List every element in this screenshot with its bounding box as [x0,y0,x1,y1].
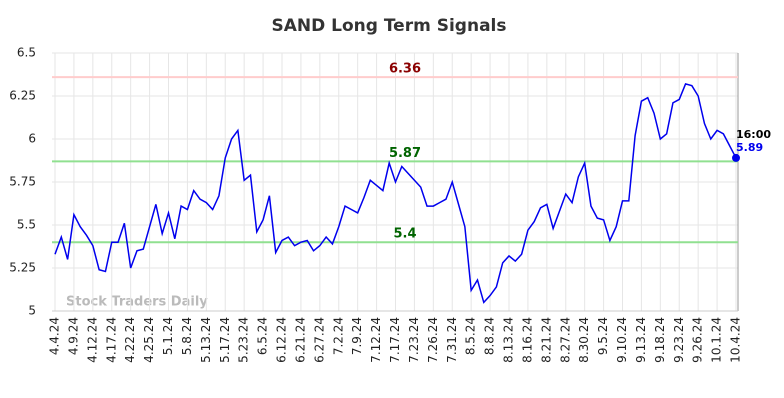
x-tick-label: 7.31.24 [445,317,459,363]
x-tick-label: 8.21.24 [539,317,553,363]
x-tick-label: 9.26.24 [691,317,705,363]
x-tick-label: 9.18.24 [653,317,667,363]
x-tick-label: 7.26.24 [426,317,440,363]
y-tick-label: 5 [28,304,36,318]
x-tick-label: 4.12.24 [85,317,99,363]
y-tick-label: 6 [28,132,36,146]
x-tick-label: 4.25.24 [142,317,156,363]
last-time: 16:00 [736,128,771,141]
reference-label: 5.87 [389,146,421,161]
x-tick-label: 7.12.24 [369,317,383,363]
y-tick-label: 5.75 [9,175,36,189]
x-tick-label: 5.13.24 [199,317,213,363]
x-tick-label: 6.21.24 [293,317,307,363]
x-tick-label: 7.23.24 [407,317,421,363]
line [54,83,737,304]
x-tick-label: 8.27.24 [558,317,572,363]
y-tick-label: 6.5 [17,46,36,60]
last-point [732,153,740,162]
x-tick-label: 7.2.24 [331,317,345,355]
x-tick-label: 9.23.24 [672,317,686,363]
reference-label: 5.4 [393,227,416,242]
y-tick-label: 6.25 [9,89,36,103]
watermark: Stock Traders Daily [66,295,208,310]
y-tick-label: 5.25 [9,261,36,275]
x-tick-label: 4.4.24 [48,317,62,355]
x-tick-label: 4.17.24 [104,317,118,363]
x-tick-label: 6.5.24 [256,317,270,355]
x-tick-label: 8.5.24 [464,317,478,355]
reference-label: 6.36 [389,62,421,77]
x-tick-label: 8.8.24 [483,317,497,355]
x-tick-label: 8.13.24 [502,317,516,363]
x-tick-label: 9.10.24 [615,317,629,363]
x-tick-label: 9.5.24 [596,317,610,355]
x-tick-label: 4.9.24 [66,317,80,355]
x-tick-label: 5.23.24 [237,317,251,363]
x-tick-label: 6.12.24 [275,317,289,363]
x-tick-label: 6.27.24 [312,317,326,363]
x-tick-label: 7.9.24 [350,317,364,355]
x-tick-label: 5.17.24 [218,317,232,363]
x-tick-label: 5.8.24 [180,317,194,355]
x-tick-label: 8.30.24 [577,317,591,363]
last-value: 5.89 [736,141,763,154]
y-tick-label: 5.5 [17,218,36,232]
x-tick-label: 10.4.24 [729,317,743,363]
x-tick-label: 4.22.24 [123,317,137,363]
x-tick-label: 10.1.24 [710,317,724,363]
x-tick-label: 9.13.24 [634,317,648,363]
x-tick-label: 5.1.24 [161,317,175,355]
chart-title: SAND Long Term Signals [271,16,506,36]
x-tick-label: 7.17.24 [388,317,402,363]
x-tick-label: 8.16.24 [520,317,534,363]
